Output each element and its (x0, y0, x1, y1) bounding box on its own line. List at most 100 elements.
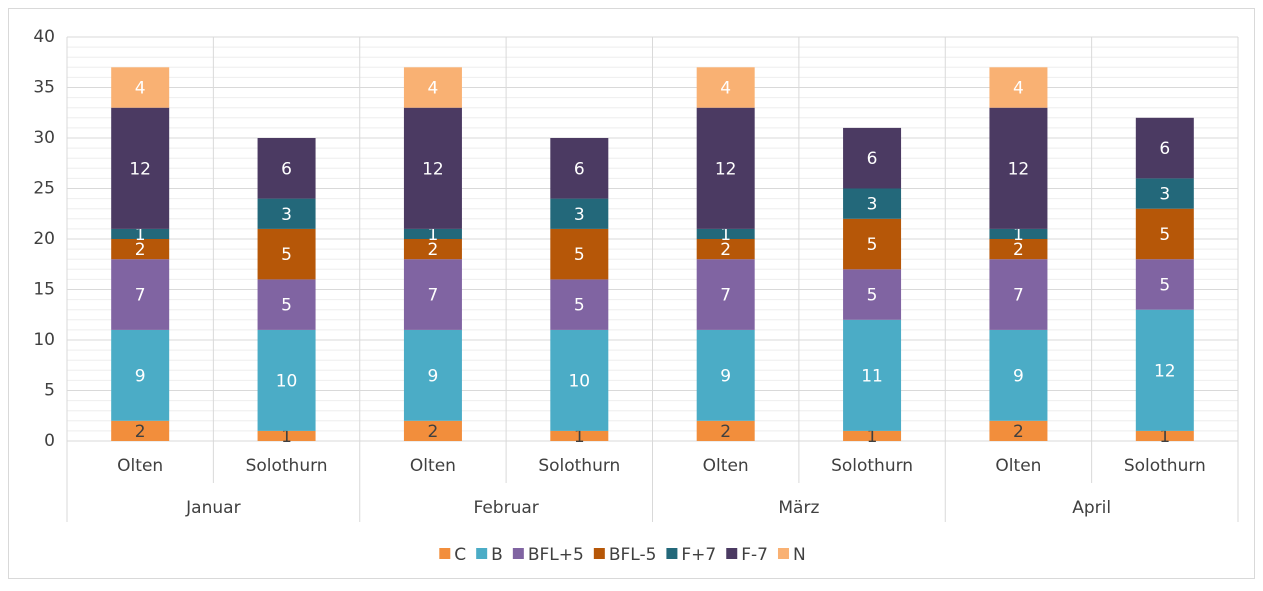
legend-swatch (593, 548, 605, 559)
bar-segment (696, 239, 755, 260)
data-label: 4 (720, 79, 731, 99)
data-label: 7 (1013, 286, 1024, 306)
bar-segment (1135, 117, 1194, 179)
x-tick-label: Solothurn (831, 456, 913, 476)
data-label: 4 (135, 79, 146, 99)
bar-segment (257, 430, 316, 441)
data-label: 2 (428, 422, 439, 442)
data-label: 2 (428, 240, 439, 260)
data-label: 9 (428, 366, 439, 386)
bar-segment (257, 228, 316, 280)
bar-segment (989, 259, 1048, 330)
bar-segment (111, 259, 170, 330)
data-label: 12 (1008, 159, 1030, 179)
bar-segment (111, 329, 170, 421)
bar-segment (989, 107, 1048, 229)
legend-swatch (476, 548, 488, 559)
bar-segment (696, 329, 755, 421)
y-tick-label: 5 (44, 381, 55, 401)
data-label: 5 (574, 245, 585, 265)
data-label: 7 (720, 286, 731, 306)
bar-segment (550, 138, 609, 199)
y-tick-label: 10 (33, 330, 55, 350)
data-label: 1 (1013, 225, 1024, 245)
bar-segment (989, 420, 1048, 441)
group-label: Februar (473, 498, 538, 518)
bar-segment (257, 329, 316, 431)
bar-segment (1135, 208, 1194, 260)
data-label: 1 (867, 427, 878, 447)
x-tick-label: Olten (410, 456, 456, 476)
bar-segment (1135, 259, 1194, 310)
bar-segment (257, 279, 316, 330)
x-tick-label: Olten (995, 456, 1041, 476)
bar-segment (989, 239, 1048, 260)
bar-segment (843, 188, 902, 219)
data-label: 5 (574, 296, 585, 316)
bar-segment (111, 228, 170, 239)
data-label: 4 (1013, 79, 1024, 99)
data-label: 4 (428, 79, 439, 99)
x-tick-label: Olten (703, 456, 749, 476)
data-label: 7 (428, 286, 439, 306)
data-label: 11 (861, 366, 883, 386)
bar-segment (550, 430, 609, 441)
legend-swatch (439, 548, 451, 559)
bar-segment (696, 107, 755, 229)
data-label: 1 (135, 225, 146, 245)
bar-segment (696, 67, 755, 108)
data-label: 6 (1159, 139, 1170, 159)
y-tick-label: 20 (33, 229, 55, 249)
data-label: 12 (1154, 361, 1176, 381)
data-label: 3 (1159, 185, 1170, 205)
bar-segment (843, 127, 902, 189)
y-tick-label: 25 (33, 179, 55, 199)
data-label: 2 (1013, 240, 1024, 260)
bar-segment (1135, 309, 1194, 431)
bar-segment (111, 239, 170, 260)
legend-label: N (793, 545, 806, 565)
data-label: 12 (715, 159, 737, 179)
bar-segment (696, 228, 755, 239)
data-label: 5 (867, 286, 878, 306)
y-tick-label: 35 (33, 78, 55, 98)
bar-segment (403, 228, 462, 239)
data-label: 2 (720, 240, 731, 260)
bar-segment (989, 329, 1048, 421)
bar-segment (257, 198, 316, 229)
data-label: 6 (281, 159, 292, 179)
bar-segment (257, 138, 316, 199)
data-label: 1 (428, 225, 439, 245)
bar-segment (696, 259, 755, 330)
data-label: 1 (720, 225, 731, 245)
bar-segment (1135, 430, 1194, 441)
y-tick-label: 40 (33, 27, 55, 47)
data-label: 5 (281, 296, 292, 316)
bar-segment (989, 228, 1048, 239)
data-label: 5 (281, 245, 292, 265)
bar-segment (843, 430, 902, 441)
data-label: 5 (1159, 275, 1170, 295)
data-label: 6 (867, 149, 878, 169)
x-tick-label: Olten (117, 456, 163, 476)
legend-swatch (777, 548, 789, 559)
data-label: 3 (867, 195, 878, 215)
data-label: 12 (422, 159, 444, 179)
bar-segment (550, 228, 609, 280)
data-label: 1 (574, 427, 585, 447)
bar-segment (403, 420, 462, 441)
bar-segment (550, 279, 609, 330)
x-tick-label: Solothurn (1124, 456, 1206, 476)
legend-label: F+7 (681, 545, 716, 565)
bar-segment (843, 269, 902, 320)
data-label: 5 (1159, 225, 1170, 245)
legend-label: F-7 (741, 545, 768, 565)
legend-label: BFL+5 (528, 545, 584, 565)
data-label: 1 (281, 427, 292, 447)
data-label: 7 (135, 286, 146, 306)
legend-label: C (454, 545, 466, 565)
chart-border (8, 8, 1255, 579)
bar-segment (403, 67, 462, 108)
y-tick-label: 15 (33, 280, 55, 300)
